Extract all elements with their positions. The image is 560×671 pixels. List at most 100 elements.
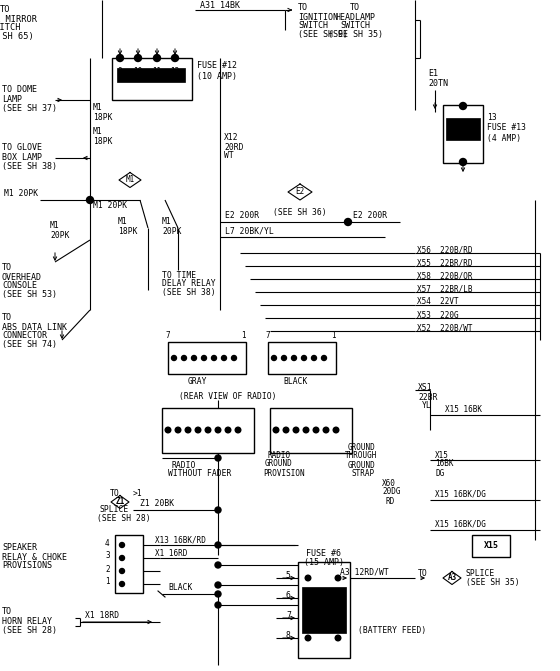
Text: M1: M1 [50,221,60,231]
Text: (SEE SH 74): (SEE SH 74) [2,340,57,350]
Text: 8: 8 [286,631,291,641]
Text: BLACK: BLACK [168,582,193,592]
Text: E1: E1 [428,70,438,79]
Circle shape [293,427,299,433]
Text: SWITCH: SWITCH [298,21,328,30]
Text: (SEE SH 35): (SEE SH 35) [466,578,520,588]
Circle shape [335,635,341,641]
Bar [298,562,350,658]
Text: 20TN: 20TN [428,79,448,87]
Text: TO: TO [2,607,12,617]
Circle shape [303,427,309,433]
Bar [115,535,143,593]
Bar [446,118,480,140]
Circle shape [231,356,236,360]
Circle shape [134,54,142,62]
Text: A31 14BK: A31 14BK [200,1,240,9]
Text: L7 20BK/YL: L7 20BK/YL [225,227,274,236]
Text: 10: 10 [133,68,143,76]
Circle shape [273,427,279,433]
Text: 1: 1 [241,331,246,340]
Circle shape [215,542,221,548]
Text: SPLICE: SPLICE [100,505,129,515]
Text: DELAY RELAY: DELAY RELAY [162,280,216,289]
Circle shape [272,356,277,360]
Text: 20RD: 20RD [224,142,244,152]
Circle shape [171,356,176,360]
Text: STRAP: STRAP [351,470,374,478]
Text: (15 AMP): (15 AMP) [304,558,344,568]
Bar [112,58,192,100]
Text: 18PK: 18PK [118,227,138,236]
Circle shape [165,427,171,433]
Text: 2: 2 [105,564,110,574]
Text: 20PK: 20PK [162,227,181,236]
Circle shape [283,427,289,433]
Text: TO: TO [418,568,428,578]
Circle shape [119,582,124,586]
Text: RADIO: RADIO [267,450,290,460]
Bar [270,408,352,453]
Text: SPLICE: SPLICE [466,568,495,578]
Text: (SEE SH 28): (SEE SH 28) [2,625,57,635]
Circle shape [119,568,124,574]
Circle shape [205,427,211,433]
Circle shape [282,356,287,360]
Text: X13 16BK/RD: X13 16BK/RD [155,535,206,544]
Text: TO: TO [2,313,12,323]
Text: X12: X12 [224,134,239,142]
Text: 18PK: 18PK [93,113,113,121]
Text: A3: A3 [447,574,456,582]
Text: (SEE SH 38): (SEE SH 38) [2,162,57,170]
Circle shape [305,575,311,581]
Text: E2 200R: E2 200R [225,211,259,221]
Text: POWER MIRROR: POWER MIRROR [0,15,36,23]
Text: 7: 7 [166,331,171,340]
Text: THROUGH: THROUGH [345,452,377,460]
Text: E2 200R: E2 200R [353,211,387,221]
Circle shape [235,427,241,433]
Circle shape [292,356,296,360]
Text: RELAY & CHOKE: RELAY & CHOKE [2,552,67,562]
Text: 5: 5 [286,572,291,580]
Text: GROUND: GROUND [348,442,376,452]
Circle shape [301,356,306,360]
Text: SWITCH: SWITCH [0,23,21,32]
Circle shape [175,427,181,433]
Text: X15 16BK: X15 16BK [445,405,482,413]
Text: (REAR VIEW OF RADIO): (REAR VIEW OF RADIO) [179,393,277,401]
Text: RADIO: RADIO [172,460,197,470]
Circle shape [215,455,221,461]
Text: (SEE SH 65): (SEE SH 65) [0,32,34,42]
Text: TO: TO [298,3,308,13]
Text: WITHOUT FADER: WITHOUT FADER [168,470,231,478]
Text: X54  22VT: X54 22VT [417,297,459,307]
Text: CONNECTOR: CONNECTOR [2,331,47,340]
Text: X57  22BR/LB: X57 22BR/LB [417,285,473,293]
Text: X52  220B/WT: X52 220B/WT [417,323,473,333]
Text: DG: DG [435,468,444,478]
Bar [117,68,185,82]
Text: X15: X15 [435,450,449,460]
Text: TO: TO [0,5,10,15]
Text: ABS DATA LINK: ABS DATA LINK [2,323,67,331]
Text: 9: 9 [118,68,122,76]
Text: TO: TO [350,3,360,13]
Circle shape [116,54,124,62]
Text: Z1 20BK: Z1 20BK [140,499,174,509]
Text: WT: WT [224,152,234,160]
Text: HEADLAMP: HEADLAMP [335,13,375,21]
Text: (10 AMP): (10 AMP) [197,72,237,81]
Text: 12: 12 [170,68,180,76]
Text: M1: M1 [93,127,102,136]
Circle shape [215,602,221,608]
Circle shape [185,427,191,433]
Text: TO: TO [110,488,120,497]
Bar [168,342,246,374]
Text: YL: YL [422,401,432,411]
Circle shape [344,219,352,225]
Text: M1: M1 [93,103,102,113]
Text: (SEE SH 36): (SEE SH 36) [273,207,327,217]
Text: TO: TO [2,264,12,272]
Text: X15: X15 [483,541,498,550]
